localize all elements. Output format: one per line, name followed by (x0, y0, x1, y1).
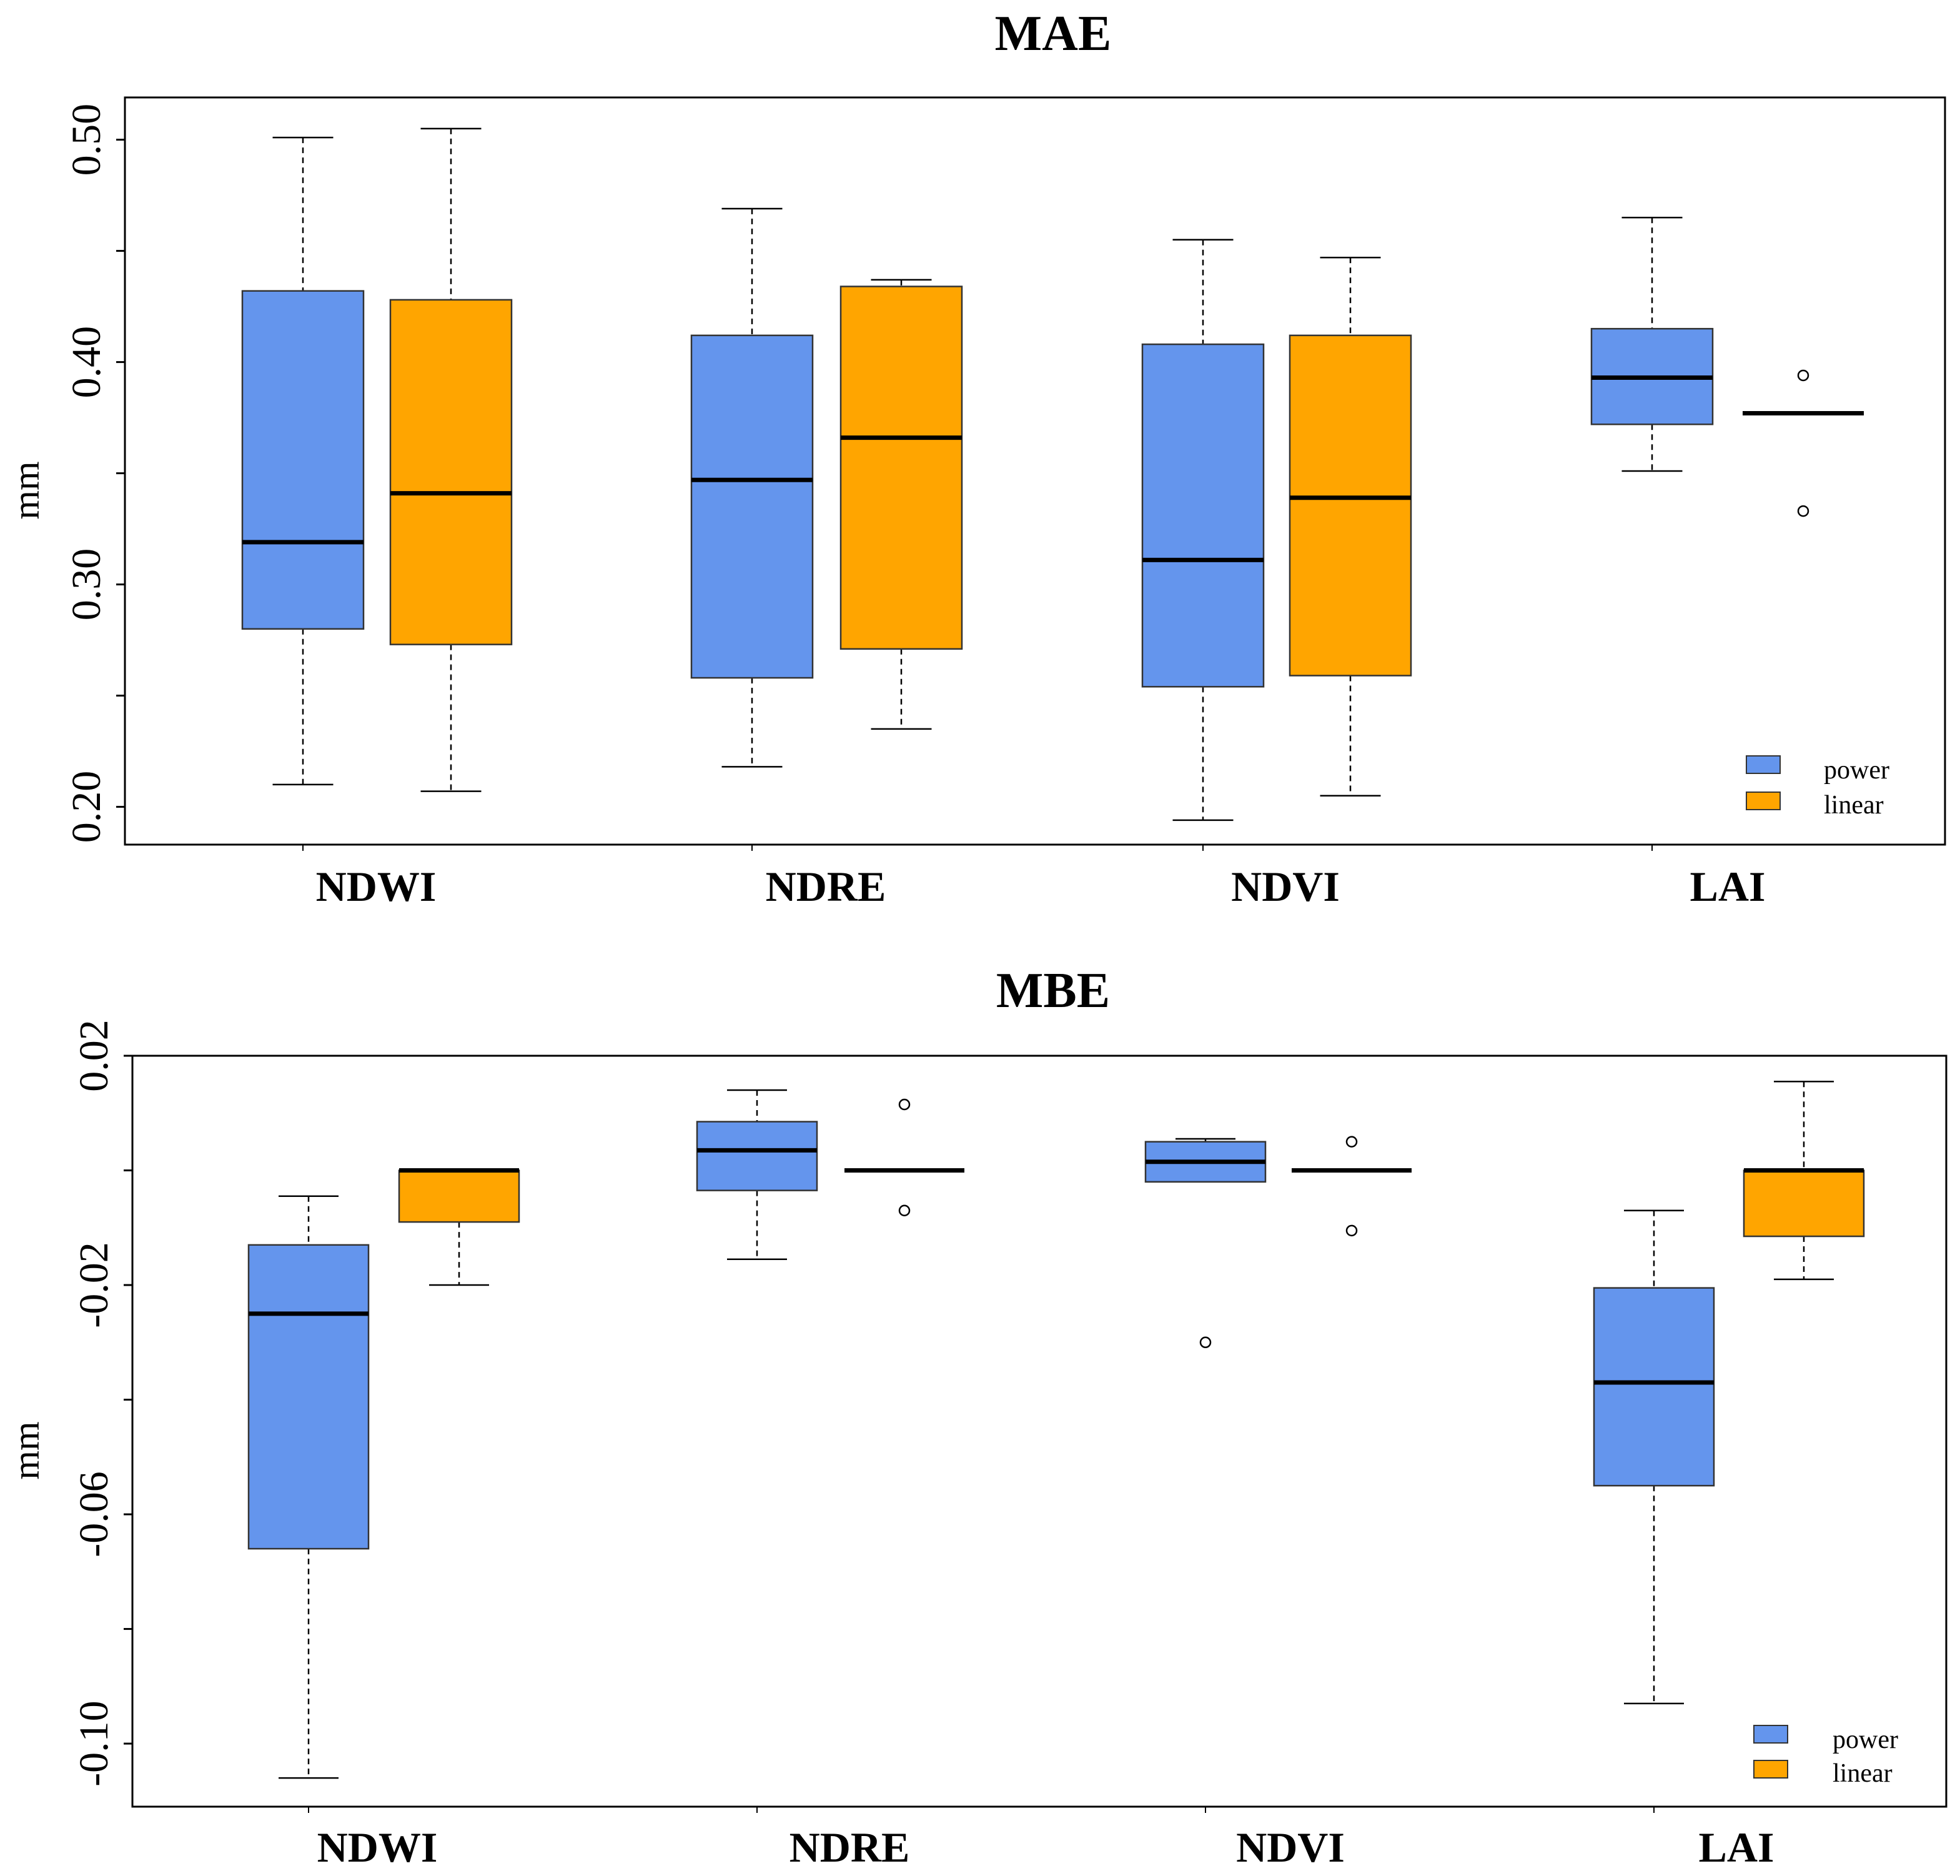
mae-title: MAE (995, 6, 1112, 61)
mbe-y-axis-label: mm (6, 1421, 47, 1479)
mae-box-ndvi-linear (1289, 257, 1412, 797)
mbe-legend: power linear (1753, 1725, 1898, 1788)
mae-x-label-ndre: NDRE (766, 863, 886, 910)
mbe-box-ndvi-power (1144, 1138, 1267, 1349)
mae-box-ndvi-power (1141, 239, 1265, 821)
mae-boxes (241, 127, 1864, 821)
outlier-point (1199, 1336, 1212, 1349)
box-iqr (696, 1121, 818, 1191)
box-iqr (690, 334, 814, 679)
mbe-panel: MBE mm 0.02 -0.02 -0.06 -0.10 NDWI NDRE NDV… (6, 963, 1948, 1871)
mae-legend-label-linear: linear (1824, 791, 1884, 820)
mbe-box-lai-power (1593, 1209, 1715, 1705)
box-iqr (398, 1169, 520, 1223)
mae-x-label-ndwi: NDWI (316, 863, 437, 910)
mae-y-tick-label: 0.30 (64, 548, 109, 621)
mbe-box-ndwi-power (247, 1195, 370, 1779)
mbe-box-ndre-power (696, 1089, 818, 1260)
outlier-point (1797, 505, 1809, 517)
mae-panel: MAE mm 0.20 0.30 0.40 0.50 NDWI NDRE NDVI L… (6, 6, 1946, 910)
box-iqr (1593, 1287, 1715, 1487)
mbe-x-label-ndre: NDRE (789, 1824, 910, 1871)
mae-box-ndwi-linear (389, 127, 513, 792)
mae-y-axis: 0.20 0.30 0.40 0.50 (64, 104, 125, 843)
mbe-box-ndwi-linear (398, 1168, 520, 1286)
mae-y-tick-label: 0.50 (64, 104, 109, 176)
mae-x-label-lai: LAI (1690, 863, 1766, 910)
mbe-plot-frame (131, 1055, 1948, 1808)
mbe-legend-swatch-linear (1753, 1760, 1788, 1779)
box-iqr (1141, 343, 1265, 688)
mbe-x-label-lai: LAI (1699, 1824, 1774, 1871)
mbe-y-tick-label: -0.06 (71, 1471, 117, 1557)
mae-legend-swatch-power (1746, 755, 1781, 774)
mae-box-lai-linear (1743, 369, 1864, 517)
mbe-title: MBE (996, 963, 1110, 1018)
mbe-legend-label-power: power (1833, 1725, 1898, 1754)
mae-x-label-ndvi: NDVI (1231, 863, 1340, 910)
mae-box-lai-power (1590, 216, 1714, 472)
box-iqr (1289, 334, 1412, 677)
mbe-x-label-ndwi: NDWI (317, 1824, 438, 1871)
box-iqr (241, 290, 365, 630)
outlier-point (1797, 369, 1809, 382)
mae-box-ndre-power (690, 207, 814, 768)
mae-legend: power linear (1746, 755, 1889, 820)
box-iqr (247, 1244, 370, 1550)
mae-box-ndre-linear (839, 279, 963, 730)
box-iqr (1743, 1169, 1865, 1238)
box-iqr (839, 285, 963, 650)
mbe-y-tick-label: -0.10 (71, 1700, 117, 1786)
outlier-point (898, 1204, 911, 1216)
mbe-legend-swatch-power (1753, 1725, 1788, 1744)
mbe-legend-label-linear: linear (1833, 1759, 1893, 1788)
mbe-x-label-ndvi: NDVI (1236, 1824, 1345, 1871)
mbe-box-ndre-linear (844, 1098, 964, 1216)
mbe-y-tick-label: 0.02 (71, 1020, 117, 1092)
mae-x-axis: NDWI NDRE NDVI LAI (302, 845, 1766, 910)
mae-y-tick-label: 0.40 (64, 326, 109, 399)
mbe-y-tick-label: -0.02 (71, 1242, 117, 1328)
mae-legend-swatch-linear (1746, 792, 1781, 810)
mbe-box-ndvi-linear (1292, 1136, 1412, 1237)
outlier-point (898, 1098, 911, 1111)
mbe-x-axis: NDWI NDRE NDVI LAI (308, 1807, 1774, 1871)
mae-y-tick-label: 0.20 (64, 771, 109, 843)
outlier-point (1345, 1224, 1358, 1237)
mbe-boxes (247, 1081, 1865, 1779)
mae-y-axis-label: mm (6, 461, 47, 519)
box-iqr (389, 299, 513, 645)
mae-legend-label-power: power (1824, 756, 1889, 785)
mae-box-ndwi-power (241, 136, 365, 786)
mbe-y-axis: 0.02 -0.02 -0.06 -0.10 (71, 1020, 132, 1787)
outlier-point (1345, 1136, 1358, 1148)
mbe-box-lai-linear (1743, 1081, 1865, 1281)
mae-plot-frame (124, 96, 1946, 846)
